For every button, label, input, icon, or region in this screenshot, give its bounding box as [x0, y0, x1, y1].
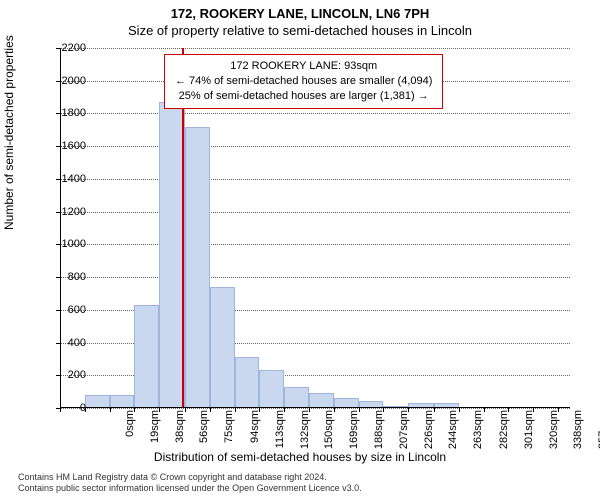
gridline	[60, 244, 570, 246]
y-tick-label: 600	[46, 304, 86, 316]
gridline	[60, 408, 570, 410]
y-tick-label: 400	[46, 337, 86, 349]
y-axis-label: Number of semi-detached properties	[2, 35, 16, 230]
y-tick-label: 800	[46, 271, 86, 283]
gridline	[60, 277, 570, 279]
histogram-bar	[210, 287, 235, 408]
info-line-property: 172 ROOKERY LANE: 93sqm	[175, 59, 432, 74]
y-tick-label: 1000	[46, 238, 86, 250]
x-tick-label: 0sqm	[124, 410, 136, 470]
info-annotation-box: 172 ROOKERY LANE: 93sqm ← 74% of semi-de…	[164, 54, 443, 109]
chart-title-sub: Size of property relative to semi-detach…	[0, 21, 600, 42]
histogram-bar	[134, 305, 159, 408]
x-tick-label: 113sqm	[274, 410, 286, 470]
histogram-bar	[309, 393, 334, 408]
gridline	[60, 146, 570, 148]
x-tick-label: 94sqm	[249, 410, 261, 470]
y-tick-label: 2200	[46, 42, 86, 54]
y-tick-label: 1200	[46, 206, 86, 218]
histogram-bar	[259, 370, 284, 408]
histogram-bar	[185, 127, 210, 408]
y-tick-label: 1800	[46, 107, 86, 119]
gridline	[60, 113, 570, 115]
x-tick-label: 169sqm	[348, 410, 360, 470]
attribution-footer: Contains HM Land Registry data © Crown c…	[18, 472, 362, 495]
x-tick-label: 19sqm	[149, 410, 161, 470]
x-tick-label: 132sqm	[299, 410, 311, 470]
x-tick-label: 226sqm	[423, 410, 435, 470]
x-tick-label: 320sqm	[548, 410, 560, 470]
histogram-bar	[284, 387, 309, 408]
y-tick-label: 2000	[46, 75, 86, 87]
x-axis-line	[60, 407, 570, 408]
gridline	[60, 179, 570, 181]
x-tick-label: 188sqm	[373, 410, 385, 470]
histogram-bar	[235, 357, 259, 408]
x-tick-label: 150sqm	[323, 410, 335, 470]
y-axis-line	[60, 48, 61, 408]
info-line-larger: 25% of semi-detached houses are larger (…	[175, 89, 432, 104]
histogram-bar	[159, 102, 184, 408]
x-tick-mark	[484, 408, 485, 412]
y-tick-label: 200	[46, 369, 86, 381]
plot-area: 172 ROOKERY LANE: 93sqm ← 74% of semi-de…	[60, 48, 570, 408]
y-tick-label: 0	[46, 402, 86, 414]
x-tick-label: 338sqm	[572, 410, 584, 470]
x-tick-label: 38sqm	[174, 410, 186, 470]
x-tick-label: 263sqm	[472, 410, 484, 470]
chart-title-main: 172, ROOKERY LANE, LINCOLN, LN6 7PH	[0, 0, 600, 21]
x-tick-label: 75sqm	[223, 410, 235, 470]
x-tick-label: 282sqm	[498, 410, 510, 470]
gridline	[60, 212, 570, 214]
x-tick-label: 301sqm	[523, 410, 535, 470]
info-line-smaller: ← 74% of semi-detached houses are smalle…	[175, 74, 432, 89]
x-tick-mark	[110, 408, 111, 412]
gridline	[60, 48, 570, 50]
x-tick-label: 207sqm	[398, 410, 410, 470]
footer-line-2: Contains public sector information licen…	[18, 483, 362, 494]
y-tick-label: 1600	[46, 140, 86, 152]
x-tick-label: 244sqm	[447, 410, 459, 470]
footer-line-1: Contains HM Land Registry data © Crown c…	[18, 472, 362, 483]
chart-container: 172, ROOKERY LANE, LINCOLN, LN6 7PH Size…	[0, 0, 600, 500]
y-tick-label: 1400	[46, 173, 86, 185]
x-tick-label: 56sqm	[198, 410, 210, 470]
